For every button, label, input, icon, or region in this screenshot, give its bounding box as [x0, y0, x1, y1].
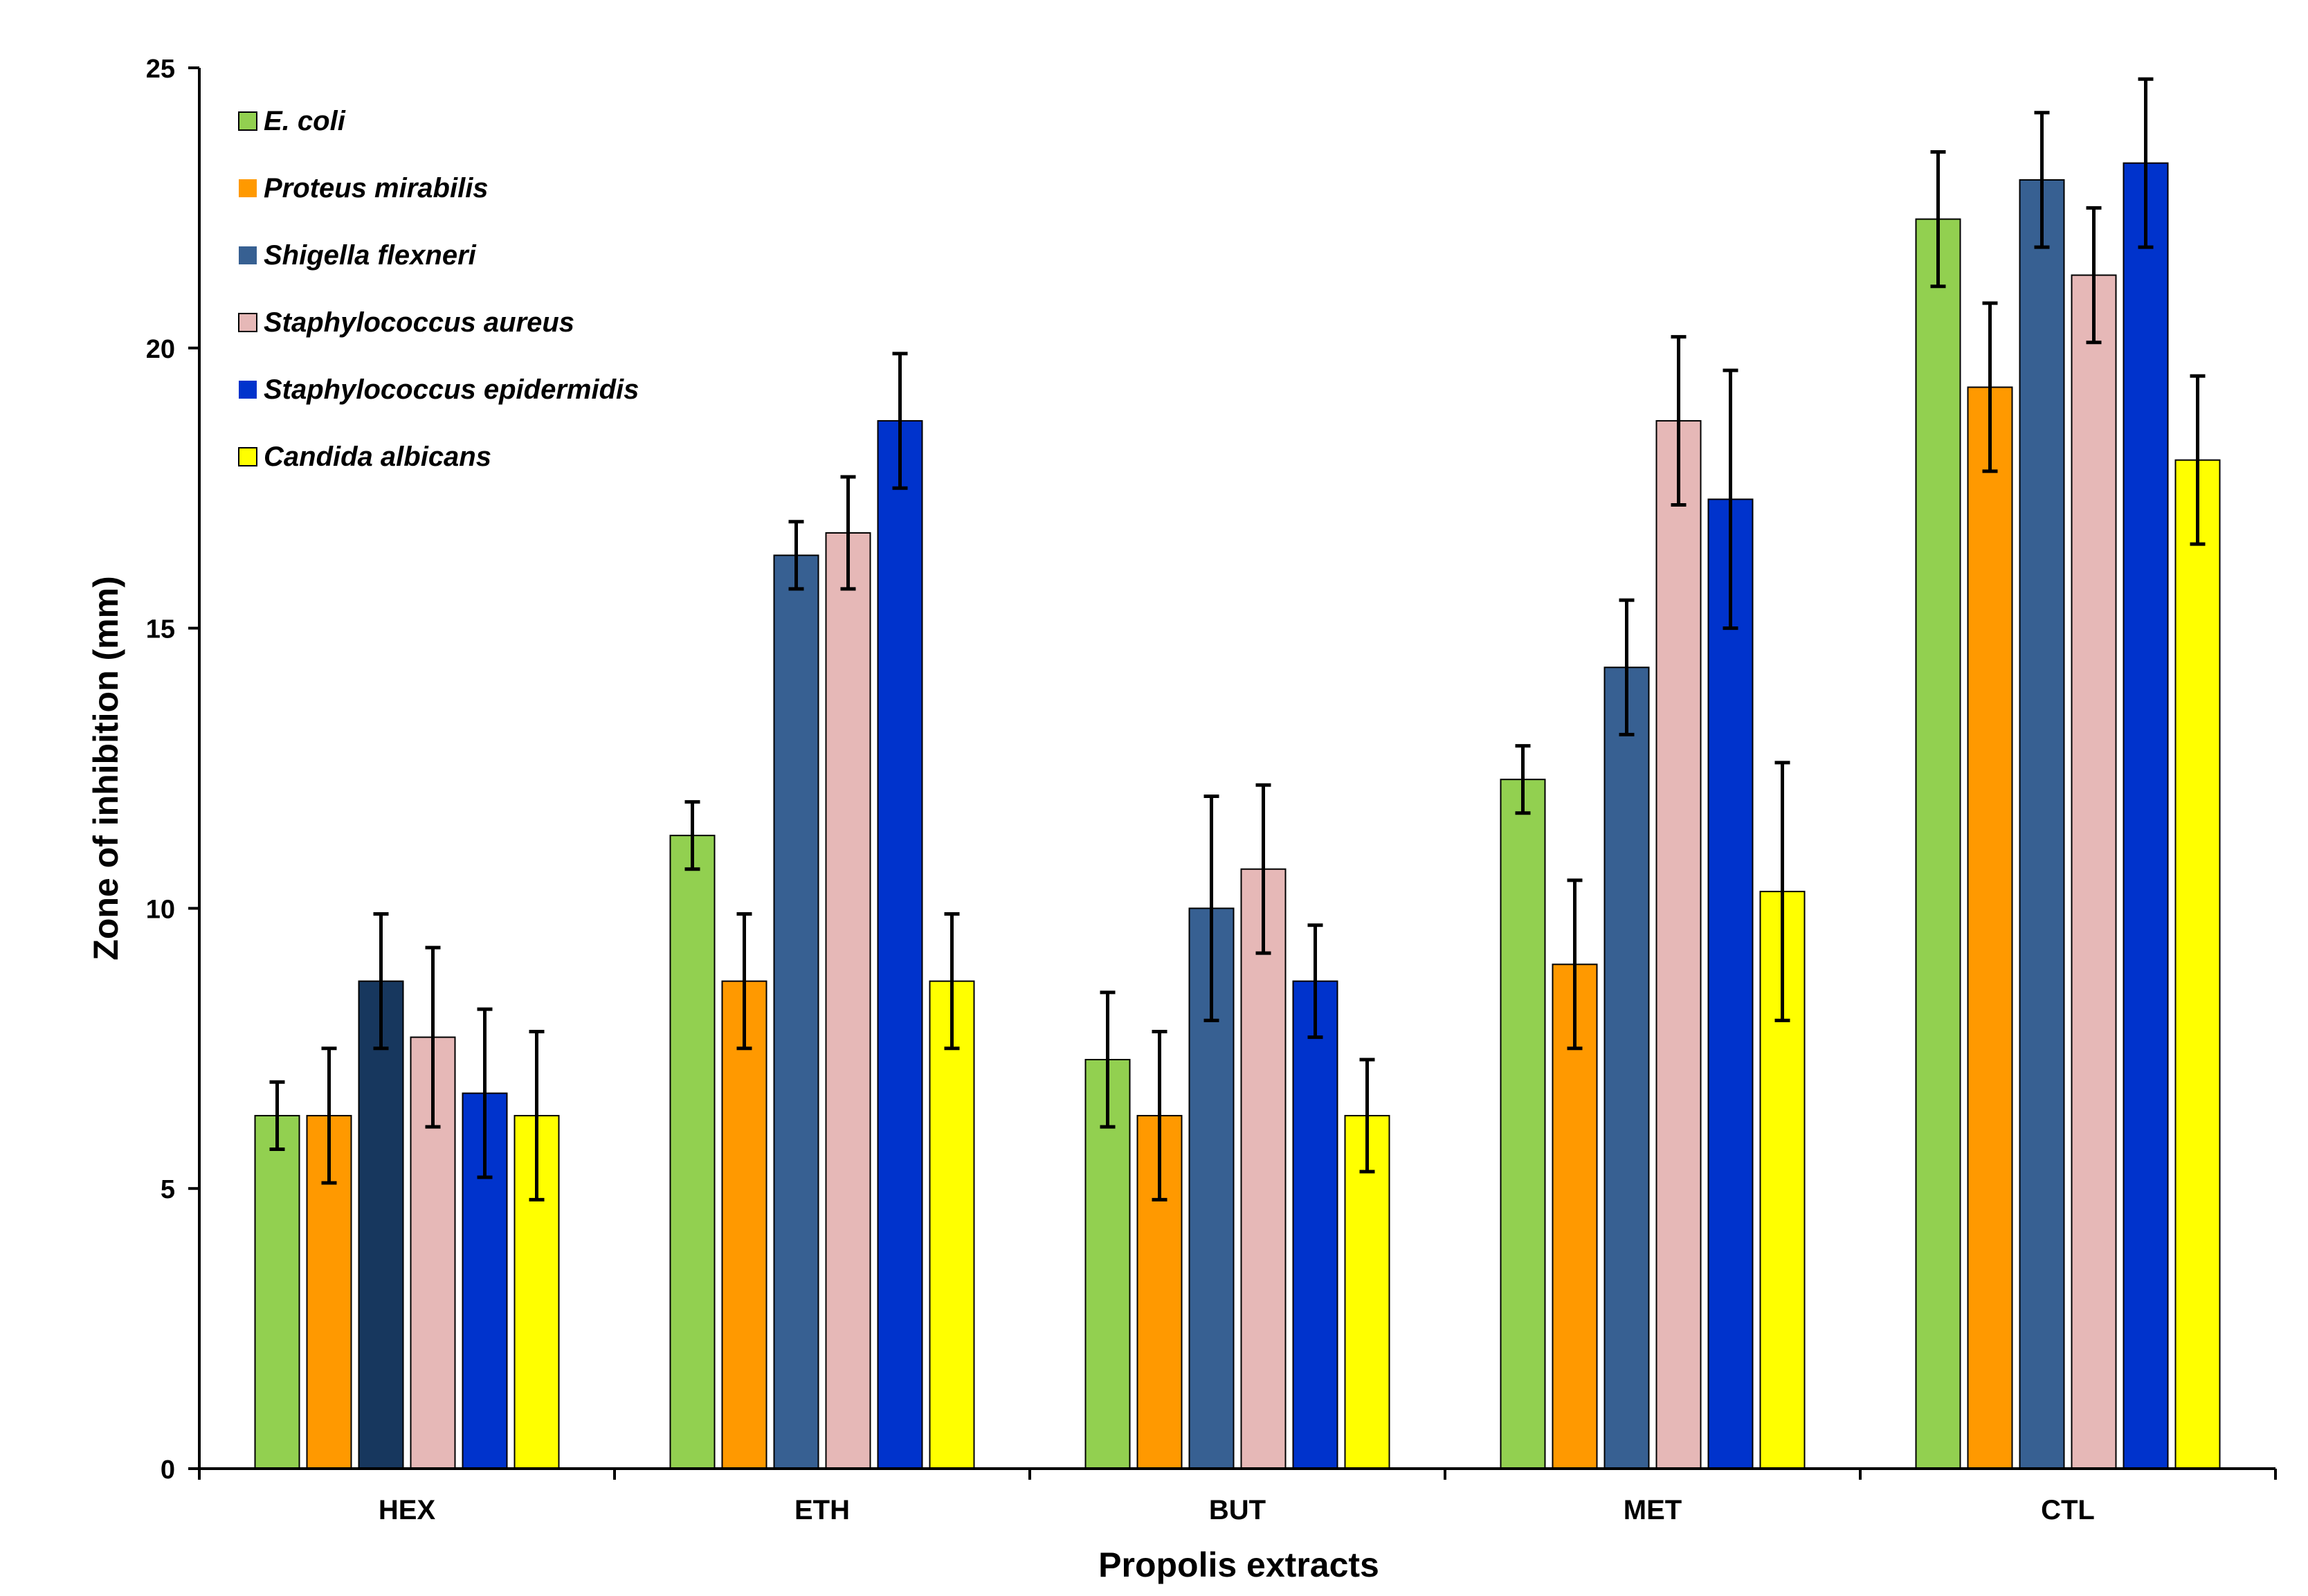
error-bars-layer: [269, 77, 2206, 1201]
bar-eth-series-0: [669, 835, 716, 1469]
legend-swatch-2: [239, 246, 257, 264]
x-ticks: HEX ETH BUT MET CTL: [198, 1469, 2277, 1525]
error-bar-ctl-series-1: [1982, 301, 1998, 473]
bar-ctl-series-5: [2174, 459, 2221, 1469]
bar-eth-series-3: [825, 532, 871, 1469]
x-tick-label-eth: ETH: [794, 1495, 850, 1525]
legend-label-2: Shigella flexneri: [264, 240, 477, 271]
bar-ctl-series-0: [1915, 218, 1961, 1469]
error-bar-eth-series-1: [736, 912, 752, 1051]
bar-eth-series-5: [929, 980, 975, 1469]
x-axis-title: Propolis extracts: [1098, 1545, 1379, 1584]
error-bar-met-series-4: [1723, 368, 1738, 631]
bar-but-series-4: [1292, 980, 1338, 1469]
legend-label-4: Staphylococcus epidermidis: [264, 374, 639, 405]
y-tick-label: 5: [161, 1175, 175, 1204]
x-tick-label-hex: HEX: [379, 1495, 436, 1525]
error-bar-met-series-2: [1619, 598, 1635, 736]
bar-eth-series-1: [721, 980, 767, 1469]
x-tick-label-met: MET: [1624, 1495, 1682, 1525]
bar-hex-series-5: [514, 1114, 560, 1470]
y-tick-label: 20: [146, 335, 175, 364]
bar-met-series-4: [1707, 498, 1754, 1470]
legend-swatch-3: [238, 313, 257, 332]
error-bar-eth-series-4: [892, 352, 908, 490]
error-bar-hex-series-3: [425, 945, 441, 1129]
bar-met-series-2: [1603, 666, 1650, 1469]
error-bar-ctl-series-3: [2086, 206, 2102, 345]
error-bar-met-series-0: [1515, 744, 1531, 815]
error-bar-but-series-4: [1307, 923, 1323, 1040]
error-bar-hex-series-1: [321, 1046, 337, 1185]
legend: E. coli Proteus mirabilis Shigella flexner…: [238, 106, 639, 472]
legend-swatch-0: [238, 111, 257, 131]
bar-eth-series-4: [877, 420, 923, 1469]
error-bar-but-series-0: [1100, 990, 1116, 1129]
bar-ctl-series-1: [1967, 386, 2013, 1469]
error-bar-eth-series-5: [944, 912, 960, 1051]
y-tick-label: 15: [146, 615, 175, 644]
error-bar-but-series-1: [1152, 1030, 1167, 1201]
bar-met-series-0: [1500, 779, 1546, 1469]
error-bar-but-series-2: [1203, 794, 1219, 1022]
legend-swatch-5: [238, 447, 257, 466]
error-bar-hex-series-5: [529, 1030, 545, 1201]
error-bar-hex-series-4: [477, 1007, 493, 1179]
y-axis-title: Zone of inhibition (mm): [87, 576, 125, 960]
legend-swatch-1: [239, 179, 257, 197]
error-bar-hex-series-2: [373, 912, 389, 1051]
legend-label-0: E. coli: [264, 106, 346, 136]
error-bar-hex-series-0: [269, 1080, 285, 1152]
y-tick-label: 25: [146, 55, 175, 84]
y-tick-label: 0: [161, 1456, 175, 1485]
bar-hex-series-0: [254, 1114, 300, 1470]
error-bar-ctl-series-0: [1930, 149, 1946, 289]
bar-ctl-series-3: [2071, 274, 2117, 1469]
bar-ctl-series-2: [2019, 179, 2065, 1469]
bar-but-series-3: [1240, 868, 1287, 1469]
axes: [198, 68, 2275, 1470]
error-bar-ctl-series-4: [2138, 77, 2154, 249]
y-tick-label: 10: [146, 895, 175, 924]
error-bar-met-series-5: [1774, 761, 1790, 1022]
error-bar-eth-series-0: [684, 800, 700, 871]
bar-eth-series-2: [773, 554, 819, 1469]
error-bar-but-series-5: [1359, 1058, 1375, 1174]
error-bar-eth-series-2: [788, 520, 804, 591]
error-bar-eth-series-3: [840, 475, 856, 591]
error-bar-met-series-1: [1567, 878, 1583, 1051]
error-bar-met-series-3: [1671, 335, 1687, 507]
error-bar-ctl-series-2: [2034, 111, 2050, 249]
y-ticks: 0 5 10 15 20 25: [146, 55, 199, 1485]
bar-ctl-series-4: [2123, 162, 2169, 1470]
bar-hex-series-2: [358, 980, 404, 1469]
error-bar-ctl-series-5: [2190, 374, 2206, 546]
error-bar-but-series-3: [1255, 783, 1271, 955]
bars-layer: [254, 162, 2221, 1470]
bar-but-series-5: [1344, 1114, 1390, 1470]
legend-label-3: Staphylococcus aureus: [264, 307, 574, 338]
legend-swatch-4: [239, 381, 257, 399]
bar-met-series-3: [1655, 420, 1702, 1469]
legend-label-1: Proteus mirabilis: [264, 173, 489, 203]
legend-label-5: Candida albicans: [264, 442, 491, 472]
x-tick-label-but: BUT: [1209, 1495, 1266, 1525]
x-tick-label-ctl: CTL: [2041, 1495, 2095, 1525]
